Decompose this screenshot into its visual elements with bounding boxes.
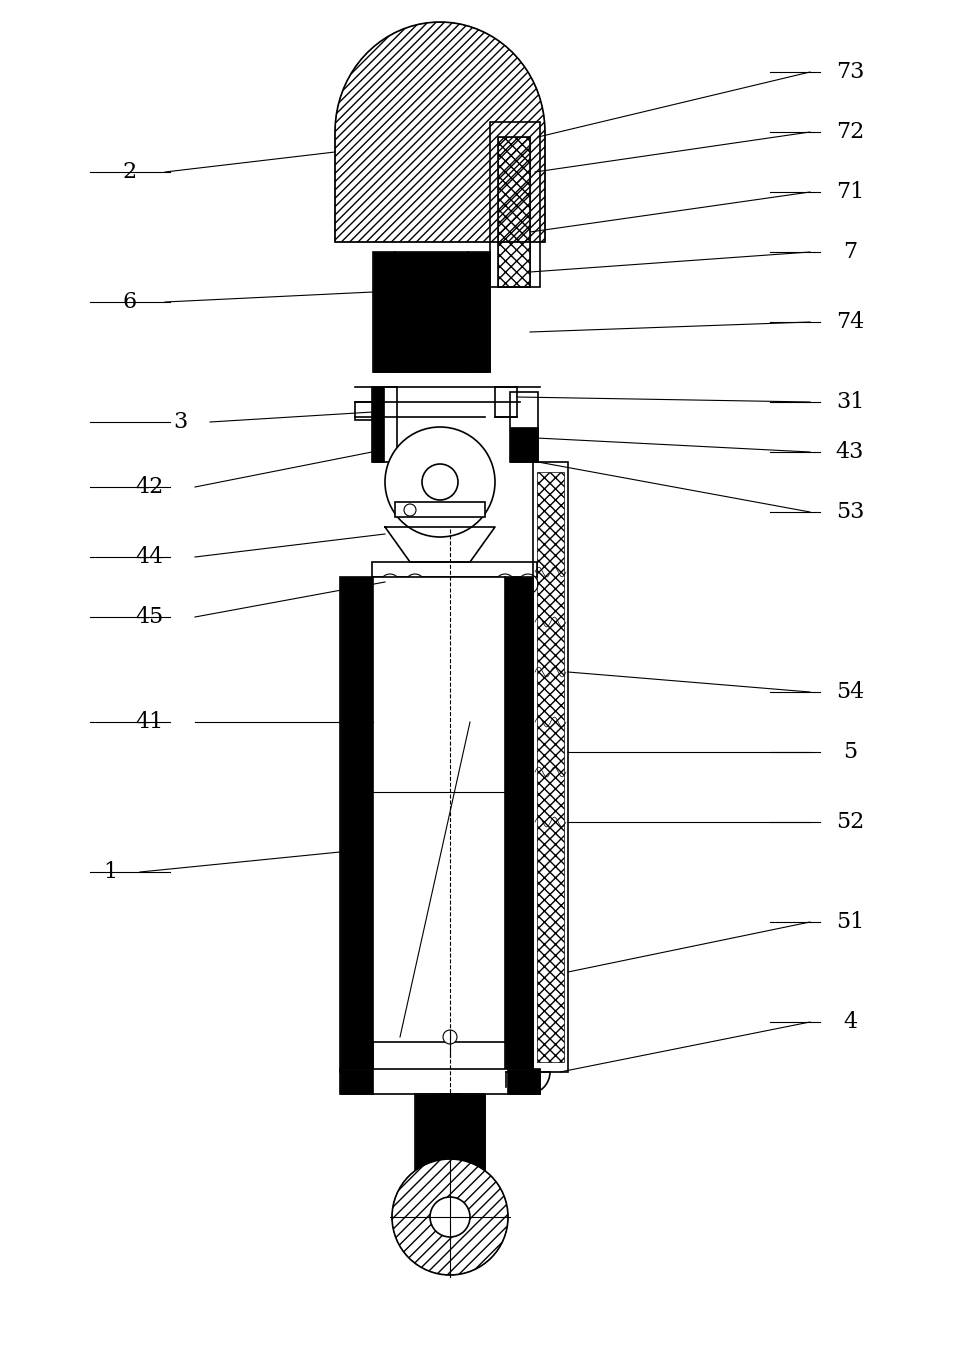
Text: 3: 3	[173, 412, 187, 434]
Text: 31: 31	[835, 391, 864, 413]
Bar	[495, 387, 517, 417]
Bar	[340, 1069, 373, 1093]
Bar	[373, 252, 395, 372]
Bar	[537, 472, 564, 1062]
Bar	[395, 252, 468, 372]
Text: 73: 73	[835, 60, 864, 82]
Text: 4: 4	[843, 1011, 857, 1033]
Text: 7: 7	[843, 241, 857, 263]
Bar	[372, 563, 537, 578]
Text: 45: 45	[136, 606, 164, 628]
Circle shape	[443, 1030, 457, 1044]
Text: 42: 42	[136, 476, 164, 498]
Text: 53: 53	[835, 501, 864, 523]
Text: 51: 51	[835, 911, 864, 933]
Text: 2: 2	[123, 161, 137, 182]
Bar	[340, 578, 373, 1072]
Text: 54: 54	[835, 681, 864, 702]
Text: 1: 1	[102, 862, 117, 884]
Circle shape	[380, 573, 400, 594]
Text: 71: 71	[835, 181, 864, 203]
Bar	[468, 252, 490, 372]
Circle shape	[422, 464, 458, 499]
Bar	[468, 252, 490, 372]
Bar	[340, 1069, 540, 1093]
Circle shape	[404, 504, 416, 516]
Bar	[505, 578, 533, 1072]
Circle shape	[495, 573, 515, 594]
Bar	[373, 252, 395, 372]
Text: 6: 6	[123, 291, 137, 313]
Bar	[533, 462, 568, 1072]
Bar	[505, 578, 533, 1072]
Bar	[498, 137, 530, 287]
Bar	[355, 402, 373, 420]
Bar	[372, 387, 397, 462]
Text: 72: 72	[835, 121, 864, 143]
Bar	[507, 1069, 540, 1093]
Text: 5: 5	[843, 741, 857, 763]
Bar	[395, 502, 485, 517]
Bar	[490, 122, 540, 287]
Text: 41: 41	[136, 711, 164, 733]
Bar	[510, 392, 538, 462]
Bar	[415, 1093, 485, 1172]
Bar	[415, 1093, 485, 1172]
Text: 74: 74	[835, 311, 864, 333]
Circle shape	[392, 1159, 508, 1275]
Circle shape	[518, 573, 538, 594]
Text: 44: 44	[136, 546, 164, 568]
Circle shape	[430, 1196, 470, 1238]
Bar	[440, 1093, 460, 1104]
Text: 52: 52	[835, 811, 864, 833]
Circle shape	[405, 573, 425, 594]
Bar	[498, 137, 530, 287]
Bar	[510, 427, 538, 462]
Text: 43: 43	[835, 440, 864, 462]
Circle shape	[385, 427, 495, 536]
Bar	[395, 252, 468, 372]
Bar	[372, 387, 384, 462]
Bar	[373, 578, 505, 1041]
Bar	[340, 578, 373, 1072]
